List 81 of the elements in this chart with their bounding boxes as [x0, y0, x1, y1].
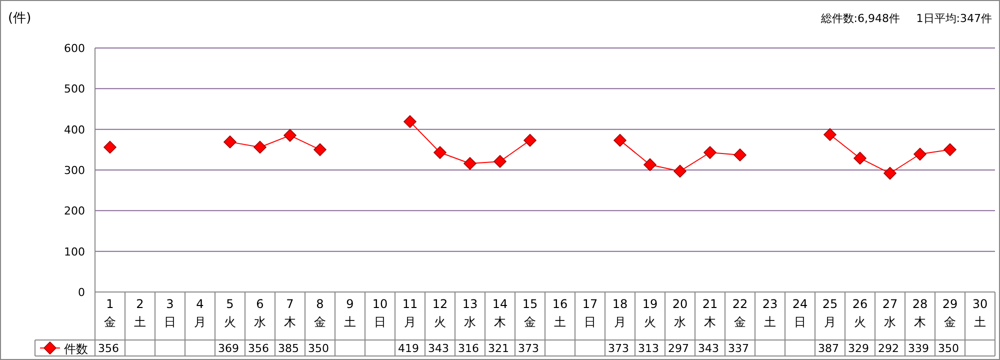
data-label: 313 — [638, 342, 659, 355]
point — [884, 166, 896, 180]
y-tick-label: 300 — [64, 164, 85, 177]
data-label: 419 — [398, 342, 419, 355]
x-tick-label: 22 金 — [732, 297, 748, 329]
x-tick-label: 13 水 — [462, 297, 478, 329]
data-label: 343 — [698, 342, 719, 355]
data-label: 343 — [428, 342, 449, 355]
point — [674, 164, 686, 178]
y-tick-label: 600 — [64, 42, 85, 55]
text: 1日平均:347件 — [916, 12, 992, 25]
point — [524, 134, 536, 147]
x-tick-label: 5 火 — [224, 297, 236, 329]
data-label: 350 — [938, 342, 959, 355]
point — [914, 148, 926, 161]
x-tick-label: 14 木 — [492, 297, 508, 329]
x-tick-label: 23 土 — [762, 297, 778, 329]
x-tick-label: 16 土 — [552, 297, 568, 329]
point — [644, 158, 656, 172]
data-label: 297 — [668, 342, 689, 355]
point — [314, 143, 326, 156]
x-tick-label: 27 水 — [882, 297, 898, 329]
y-tick-label: 500 — [64, 82, 85, 96]
y-tick-label: 0 — [78, 286, 85, 299]
y-tick-label: 400 — [64, 123, 85, 136]
x-tick-label: 28 木 — [912, 297, 928, 329]
text: 総件数:6,948件 — [820, 12, 900, 25]
point — [254, 140, 266, 154]
point — [854, 152, 866, 165]
y-tick-label: 100 — [64, 245, 85, 258]
point — [404, 115, 416, 128]
x-tick-label: 8 金 — [314, 297, 326, 329]
x-tick-label: 29 金 — [942, 297, 958, 329]
x-tick-label: 1 金 — [104, 297, 116, 329]
data-label: 316 — [458, 342, 479, 355]
point — [434, 146, 446, 159]
data-label: 292 — [878, 342, 899, 355]
data-label: 356 — [98, 342, 119, 355]
point — [104, 140, 116, 154]
point — [824, 128, 836, 142]
x-tick-label: 21 木 — [702, 297, 718, 329]
x-tick-label: 26 火 — [852, 297, 868, 329]
x-tick-label: 15 金 — [522, 297, 538, 329]
legend-label: 件数 — [64, 342, 88, 356]
x-tick-label: 6 水 — [254, 297, 266, 329]
x-tick-label: 25 月 — [822, 297, 838, 329]
x-tick-label: 17 日 — [582, 297, 598, 329]
x-tick-label: 10 日 — [372, 297, 388, 329]
y-axis-title: (件) — [8, 11, 32, 26]
point — [944, 143, 956, 156]
point — [224, 136, 236, 148]
point — [704, 146, 716, 159]
point — [734, 148, 746, 162]
data-label: 373 — [608, 342, 629, 355]
point — [464, 157, 476, 170]
x-tick-label: 20 水 — [672, 297, 688, 329]
x-tick-label: 11 月 — [402, 297, 418, 329]
x-tick-label: 12 火 — [432, 297, 448, 329]
data-label: 369 — [218, 342, 239, 355]
data-label: 339 — [908, 342, 929, 355]
data-label: 387 — [818, 342, 839, 355]
data-label: 337 — [728, 342, 749, 355]
data-label: 373 — [518, 342, 539, 355]
x-tick-label: 18 月 — [612, 297, 628, 329]
data-label: 321 — [488, 342, 509, 355]
x-tick-label: 2 土 — [134, 297, 146, 329]
x-tick-label: 7 木 — [284, 297, 296, 329]
x-tick-label: 30 土 — [972, 297, 988, 329]
y-tick-label: 200 — [64, 204, 85, 218]
data-label: 356 — [248, 342, 269, 355]
x-tick-label: 4 月 — [194, 297, 206, 329]
x-tick-label: 24 日 — [792, 297, 808, 329]
x-tick-label: 3 日 — [164, 297, 176, 329]
point — [284, 129, 296, 142]
x-tick-label: 19 火 — [642, 297, 658, 329]
data-label: 350 — [308, 342, 329, 355]
x-tick-label: 9 土 — [344, 297, 356, 329]
data-label: 329 — [848, 342, 869, 355]
point — [614, 134, 626, 147]
point — [494, 155, 506, 168]
data-label: 385 — [278, 342, 299, 355]
